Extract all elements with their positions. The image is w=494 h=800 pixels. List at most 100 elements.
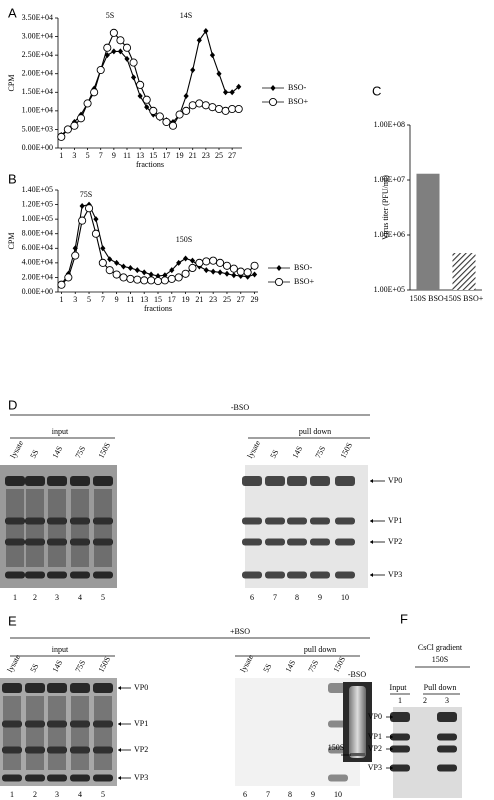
gel-band — [93, 538, 113, 546]
gel-band — [5, 571, 25, 579]
gel-band — [287, 476, 307, 486]
point — [117, 48, 124, 55]
y-tick-label: 0.00E+00 — [22, 143, 53, 152]
lane-label: 150S — [338, 441, 354, 460]
band-label: VP0 — [388, 476, 402, 485]
lane-label: 14S — [50, 445, 64, 460]
point — [107, 256, 113, 263]
lane-number: 7 — [273, 593, 277, 602]
point — [181, 269, 190, 278]
gel-band — [93, 683, 113, 693]
gel-image — [0, 678, 117, 786]
gel-band — [5, 517, 25, 525]
arrow-head — [390, 735, 393, 739]
lane-number: 7 — [266, 790, 270, 799]
gel-band — [70, 774, 90, 782]
gel-band — [242, 538, 262, 546]
x-tick-label: 27 — [237, 295, 245, 304]
point — [111, 48, 117, 55]
lane-number: 3 — [445, 696, 449, 705]
point — [144, 104, 150, 111]
x-tick-label: 17 — [168, 295, 176, 304]
gel-band — [287, 517, 307, 525]
gel-band — [437, 733, 457, 741]
point — [70, 121, 79, 130]
lane-number: 2 — [33, 593, 37, 602]
point — [183, 93, 189, 99]
point — [201, 101, 210, 110]
point — [57, 280, 66, 289]
legend-marker — [270, 85, 276, 91]
annotation: 5S — [106, 11, 114, 20]
band-label: VP2 — [134, 745, 148, 754]
gel-band — [47, 571, 67, 579]
condition-label: -BSO — [348, 670, 366, 679]
y-tick-label: 8.00E+04 — [22, 229, 53, 238]
lane-label: 75S — [306, 659, 320, 674]
gel-band — [25, 746, 45, 754]
gel-band — [25, 538, 45, 546]
gel-band — [25, 476, 45, 486]
x-tick-label: 3 — [72, 151, 76, 160]
panel-letter: C — [372, 83, 381, 98]
point — [79, 203, 85, 210]
gel-smear — [94, 489, 112, 567]
x-tick-label: 9 — [112, 151, 116, 160]
y-tick-label: 1.00E+06 — [374, 230, 405, 239]
title: 150S — [432, 655, 448, 664]
y-tick-label: 5.00E+03 — [22, 124, 53, 133]
lane-label: 75S — [73, 659, 87, 674]
point — [203, 267, 209, 274]
x-tick-label: 5 — [87, 295, 91, 304]
point — [250, 261, 259, 270]
gel-band — [335, 571, 355, 579]
gel-band — [265, 517, 285, 525]
y-tick-label: 1.00E+05 — [22, 214, 53, 223]
arrow-head — [390, 715, 393, 719]
band-label: VP2 — [368, 744, 382, 753]
gel-band — [242, 517, 262, 525]
point — [109, 28, 118, 37]
point — [210, 268, 216, 275]
lane-number: 2 — [33, 790, 37, 799]
group-label: pull down — [299, 427, 331, 436]
legend-label: BSO- — [288, 83, 307, 92]
gel-smear — [26, 489, 44, 567]
point — [137, 93, 143, 99]
lane-label: 14S — [283, 659, 297, 674]
point — [93, 216, 99, 223]
point — [153, 277, 163, 286]
point — [90, 88, 99, 97]
point — [214, 104, 224, 114]
point — [234, 104, 243, 114]
y-tick-label: 6.00E+04 — [22, 243, 53, 252]
gel-band — [335, 476, 355, 486]
lane-label: lysate — [8, 439, 25, 460]
x-tick-label: 13 — [140, 295, 148, 304]
gel-band — [25, 774, 45, 782]
point — [228, 104, 237, 114]
gel-band — [265, 571, 285, 579]
arrow-head — [390, 747, 393, 751]
title: CsCl gradient — [418, 643, 463, 652]
point — [175, 110, 184, 119]
gel-band — [47, 683, 67, 693]
y-tick-label: 1.00E+05 — [374, 285, 405, 294]
tube-body — [349, 686, 366, 758]
gel-band — [70, 746, 90, 754]
gel-image — [235, 678, 360, 786]
arrow-head — [390, 766, 393, 770]
x-tick-label: 19 — [176, 151, 184, 160]
gel-band — [265, 538, 285, 546]
lane-number: 9 — [318, 593, 322, 602]
gel-band — [335, 538, 355, 546]
series-line — [60, 29, 240, 136]
lane-number: 6 — [243, 790, 247, 799]
bar — [452, 253, 476, 290]
gel-band — [70, 571, 90, 579]
lane-label: 75S — [313, 445, 327, 460]
band-label: VP0 — [368, 712, 382, 721]
arrow-head — [118, 776, 121, 780]
lane-number: 6 — [250, 593, 254, 602]
point — [126, 274, 135, 283]
